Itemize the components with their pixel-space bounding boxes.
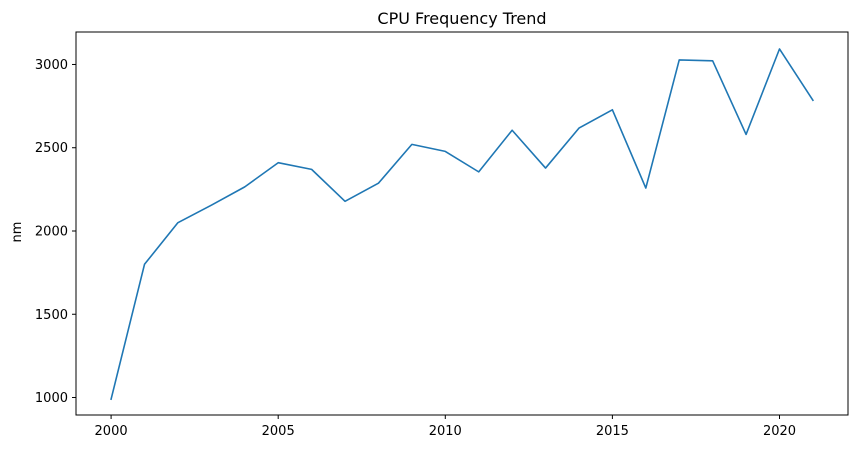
y-tick-label-1000: 1000 [35, 391, 68, 406]
y-tick-label-1500: 1500 [35, 308, 68, 323]
y-tick-label-2000: 2000 [35, 224, 68, 239]
y-tick-label-2500: 2500 [35, 141, 68, 156]
x-tick-label-2010: 2010 [429, 424, 462, 439]
plot-area: 2000 2005 2010 2015 2020 1000 1500 2000 2500 3000 [35, 31, 849, 439]
x-tick-label-2020: 2020 [763, 424, 796, 439]
y-tick-label-3000: 3000 [35, 58, 68, 73]
chart-title: CPU Frequency Trend [377, 9, 546, 28]
x-tick-label-2015: 2015 [596, 424, 629, 439]
series-line-0 [110, 48, 815, 401]
x-tick-label-2005: 2005 [262, 424, 295, 439]
plot-frame [75, 31, 849, 416]
x-tick-label-2000: 2000 [95, 424, 128, 439]
y-axis-label: nm [10, 222, 25, 243]
